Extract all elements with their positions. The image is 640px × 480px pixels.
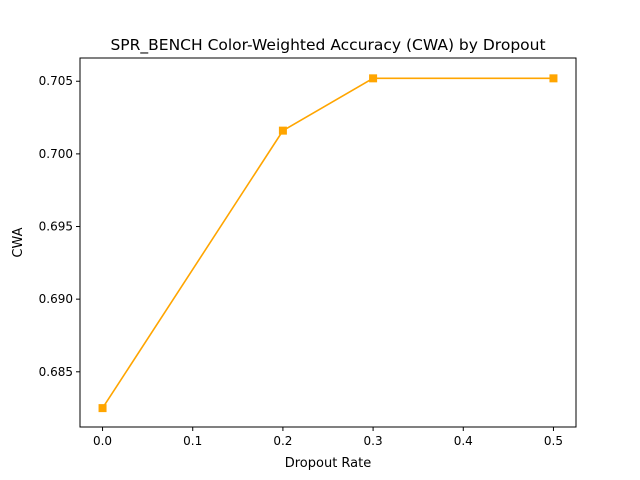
y-axis-label: CWA — [11, 227, 26, 257]
x-tick-label: 0.0 — [93, 434, 112, 448]
x-tick-label: 0.2 — [273, 434, 292, 448]
x-tick-label: 0.4 — [454, 434, 473, 448]
y-tick-label: 0.690 — [39, 292, 73, 306]
x-tick-label: 0.5 — [544, 434, 563, 448]
y-tick-label: 0.705 — [39, 74, 73, 88]
series-line — [101, 77, 554, 409]
x-tick-label: 0.3 — [364, 434, 383, 448]
data-point — [369, 74, 378, 83]
data-point — [278, 126, 287, 135]
chart-title: SPR_BENCH Color-Weighted Accuracy (CWA) … — [110, 36, 545, 55]
y-tick-label: 0.700 — [39, 147, 73, 161]
data-point — [549, 74, 558, 83]
x-tick-label: 0.1 — [183, 434, 202, 448]
data-point — [98, 404, 107, 413]
plot-frame — [79, 57, 577, 428]
x-axis-label: Dropout Rate — [285, 456, 372, 471]
y-tick-label: 0.695 — [39, 220, 73, 234]
y-tick-label: 0.685 — [39, 365, 73, 379]
